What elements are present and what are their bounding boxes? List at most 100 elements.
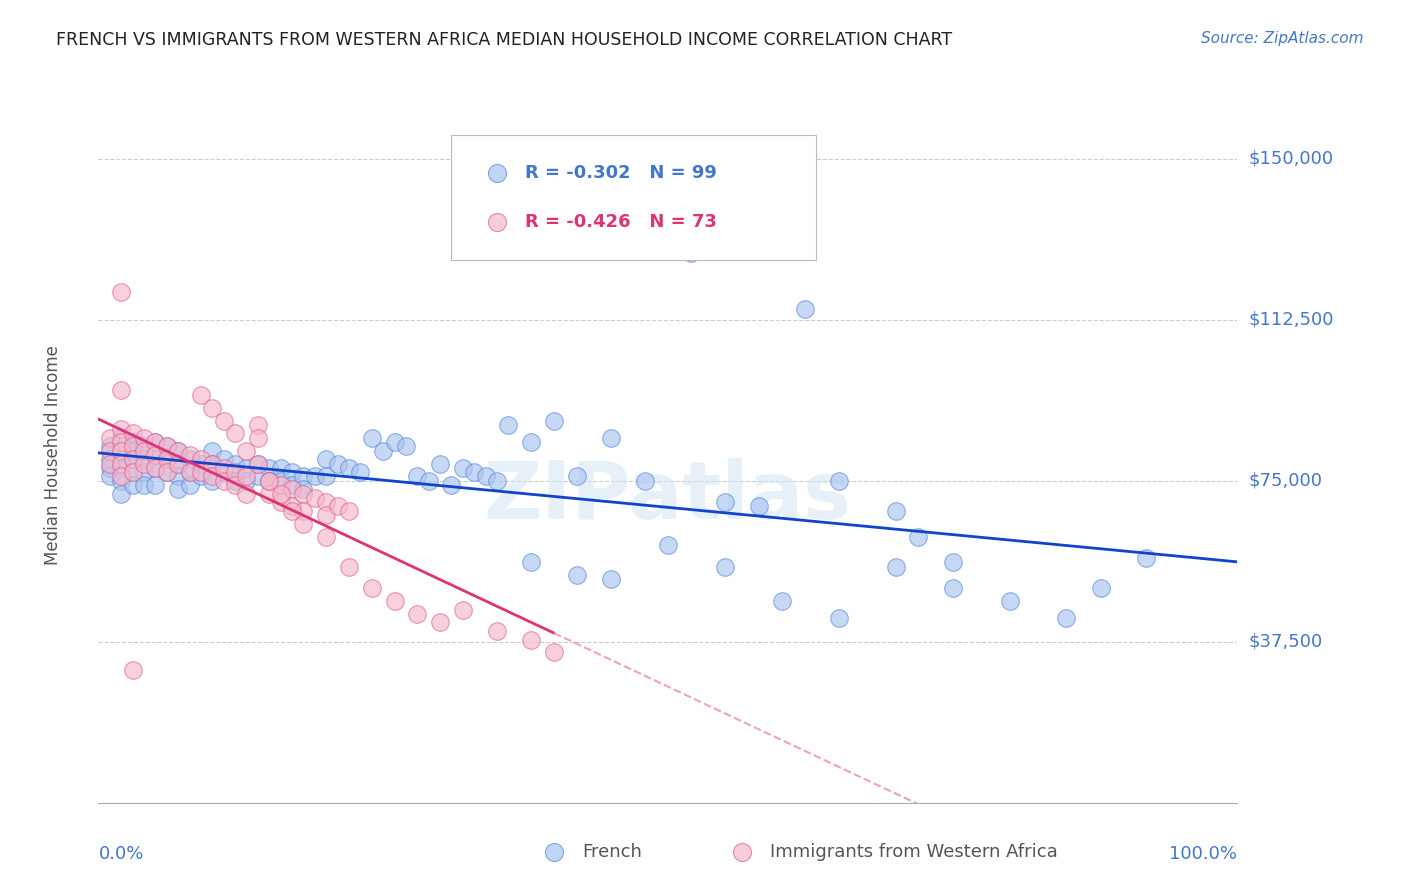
Point: [292, 504, 315, 518]
Point: [110, 435, 132, 450]
Point: [156, 439, 179, 453]
Point: [429, 457, 451, 471]
Point: [1090, 581, 1112, 595]
Point: [520, 555, 543, 569]
Point: [110, 443, 132, 458]
Point: [110, 285, 132, 299]
Point: [190, 452, 212, 467]
Text: 0.0%: 0.0%: [98, 845, 143, 863]
Point: [156, 465, 179, 479]
Point: [270, 486, 292, 500]
Point: [907, 529, 929, 543]
Point: [292, 516, 315, 531]
Point: [132, 439, 155, 453]
Point: [657, 538, 679, 552]
Point: [145, 460, 167, 475]
Point: [212, 413, 235, 427]
Point: [235, 474, 257, 488]
Point: [110, 452, 132, 467]
Point: [451, 460, 474, 475]
Point: [337, 559, 360, 574]
Point: [132, 431, 155, 445]
Point: [281, 465, 304, 479]
Point: [145, 448, 167, 462]
Point: [486, 624, 509, 638]
Point: [235, 469, 257, 483]
Point: [565, 469, 588, 483]
Point: [498, 417, 520, 432]
Point: [246, 457, 269, 471]
Point: [1135, 551, 1157, 566]
Text: $150,000: $150,000: [1249, 150, 1333, 168]
Point: [942, 581, 965, 595]
Point: [942, 555, 965, 569]
Point: [167, 469, 190, 483]
Point: [98, 457, 121, 471]
Point: [190, 465, 212, 479]
Point: [98, 431, 121, 445]
Point: [145, 478, 167, 492]
Text: Source: ZipAtlas.com: Source: ZipAtlas.com: [1201, 31, 1364, 46]
Point: [190, 469, 212, 483]
Point: [167, 457, 190, 471]
Point: [156, 452, 179, 467]
Point: [543, 645, 565, 659]
Point: [486, 474, 509, 488]
Point: [121, 452, 143, 467]
Point: [384, 594, 406, 608]
Point: [179, 448, 201, 462]
Point: [326, 457, 349, 471]
Point: [451, 602, 474, 616]
Point: [259, 474, 281, 488]
Point: [201, 457, 224, 471]
Point: [132, 452, 155, 467]
Point: [121, 426, 143, 441]
Point: [121, 443, 143, 458]
Point: [98, 443, 121, 458]
Point: [246, 417, 269, 432]
Point: [884, 504, 907, 518]
Point: [384, 435, 406, 450]
Point: [246, 457, 269, 471]
Point: [145, 460, 167, 475]
Point: [201, 469, 224, 483]
Point: [360, 431, 382, 445]
Point: [406, 469, 429, 483]
Point: [748, 500, 770, 514]
Point: [270, 478, 292, 492]
Point: [828, 611, 851, 625]
Point: [110, 422, 132, 436]
Point: [121, 663, 143, 677]
Point: [145, 435, 167, 450]
Point: [156, 439, 179, 453]
Point: [259, 460, 281, 475]
Point: [132, 443, 155, 458]
Point: [714, 495, 737, 509]
Point: [281, 483, 304, 497]
Point: [121, 439, 143, 453]
Point: [520, 435, 543, 450]
Point: [395, 439, 418, 453]
Point: [110, 443, 132, 458]
Point: [132, 457, 155, 471]
Point: [121, 435, 143, 450]
Point: [110, 431, 132, 445]
Point: [998, 594, 1021, 608]
Point: [121, 452, 143, 467]
Point: [349, 465, 371, 479]
Point: [121, 465, 143, 479]
Point: [190, 388, 212, 402]
Point: [98, 469, 121, 483]
Point: [224, 457, 246, 471]
Point: [235, 460, 257, 475]
Point: [145, 448, 167, 462]
Point: [201, 401, 224, 415]
Point: [281, 500, 304, 514]
Text: R = -0.302   N = 99: R = -0.302 N = 99: [526, 164, 717, 182]
Point: [121, 478, 143, 492]
Point: [110, 460, 132, 475]
Point: [212, 452, 235, 467]
Point: [884, 559, 907, 574]
Point: [190, 457, 212, 471]
Point: [179, 465, 201, 479]
